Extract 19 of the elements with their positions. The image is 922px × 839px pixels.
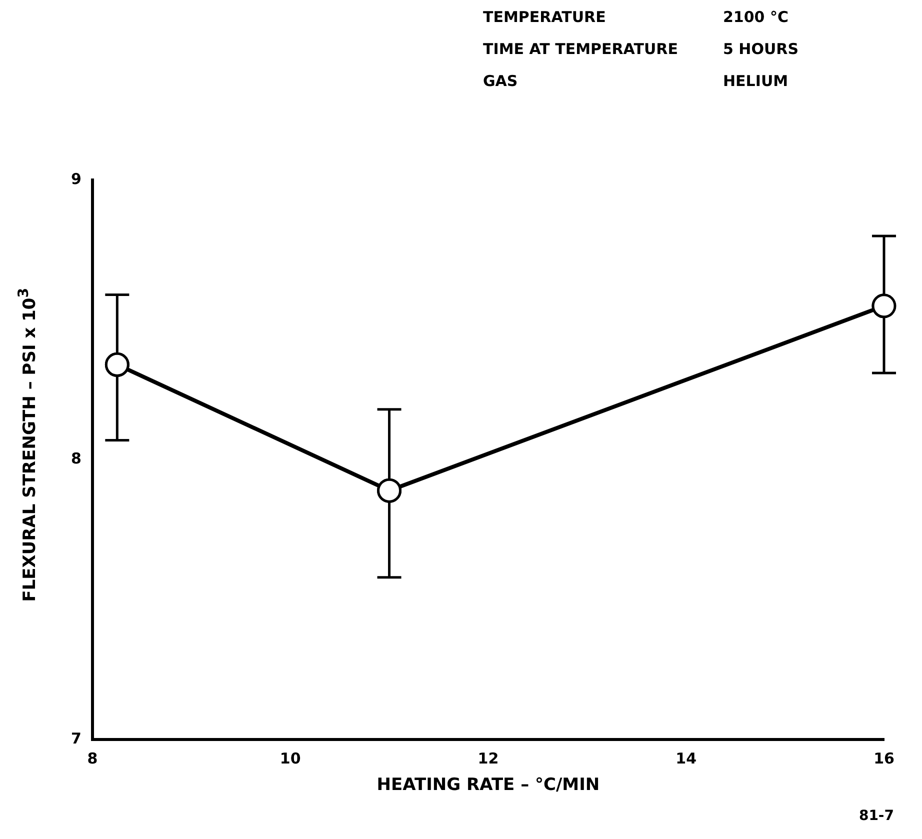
x-tick-label: 10 [280, 749, 301, 768]
point [872, 294, 896, 318]
y-tick-label: 9 [71, 170, 82, 188]
text: GAS [483, 72, 519, 90]
x-tick-label: 14 [676, 749, 697, 768]
point [104, 352, 130, 377]
x-tick-label: 16 [874, 749, 894, 768]
x-tick-label: 12 [478, 749, 499, 768]
text: TIME AT TEMPERATURE [483, 40, 679, 58]
x-tick-label: 8 [87, 749, 98, 768]
text: TEMPERATURE [483, 8, 607, 26]
text: HELIUM [723, 72, 790, 90]
text: 2100 °C [723, 8, 790, 26]
y-tick-label: 7 [71, 729, 82, 748]
text: 5 HOURS [723, 40, 800, 58]
point [377, 478, 402, 503]
y-tick-label: 8 [71, 450, 82, 468]
x-axis-title: HEATING RATE – °C/MIN [376, 775, 600, 796]
text: 81-7 [858, 808, 894, 824]
